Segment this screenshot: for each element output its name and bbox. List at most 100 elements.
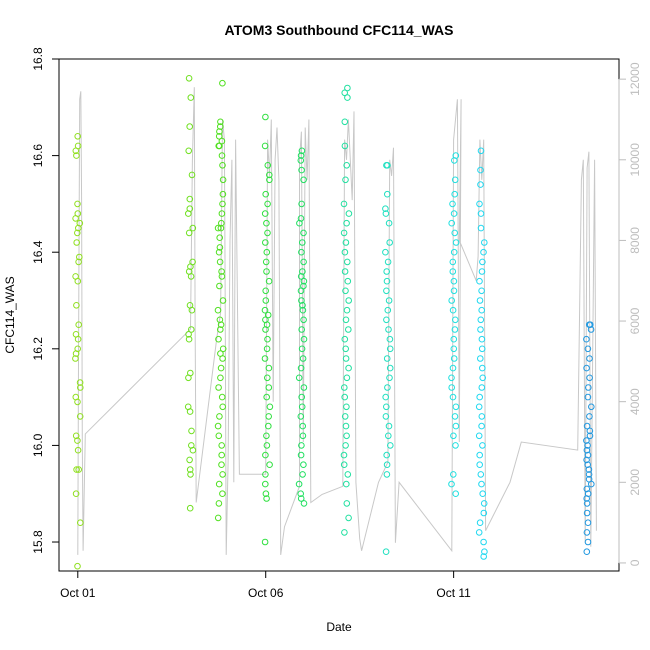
data-point (382, 205, 389, 212)
data-point (480, 509, 488, 517)
data-point (216, 282, 223, 290)
data-point (261, 142, 269, 150)
data-point (265, 422, 272, 430)
data-point (344, 258, 351, 266)
data-point (475, 432, 483, 440)
data-point (295, 480, 303, 488)
data-point (296, 219, 303, 227)
data-point (219, 490, 226, 498)
y2-tick-label: 0 (628, 559, 642, 566)
data-point (448, 374, 455, 382)
data-point (343, 432, 350, 440)
data-point (452, 490, 460, 498)
data-point (344, 84, 351, 92)
data-point (188, 306, 196, 314)
data-point (477, 224, 485, 232)
data-point (383, 316, 390, 324)
data-point (476, 461, 484, 469)
data-point (340, 200, 348, 208)
data-point (72, 350, 80, 357)
data-point (263, 219, 270, 227)
data-point (478, 335, 486, 343)
data-point (583, 529, 591, 536)
data-point (74, 133, 81, 140)
data-point (219, 162, 226, 169)
data-point (477, 181, 484, 188)
data-point (479, 490, 487, 498)
data-point (385, 432, 392, 440)
data-point (450, 345, 458, 353)
data-point (218, 461, 225, 469)
data-point (385, 326, 392, 333)
data-point (481, 239, 488, 246)
data-point (264, 200, 271, 208)
data-point (452, 422, 460, 430)
data-point (476, 277, 483, 285)
data-point (185, 374, 192, 382)
data-point (219, 345, 227, 353)
data-point (216, 142, 223, 150)
data-point (478, 422, 485, 430)
data-point (342, 239, 350, 246)
x-tick-label: Oct 11 (436, 586, 471, 600)
data-point (476, 200, 483, 208)
data-point (298, 200, 305, 208)
data-point (264, 374, 271, 382)
data-point (448, 297, 456, 304)
data-point (219, 471, 226, 478)
data-point (188, 171, 196, 179)
data-point (185, 229, 193, 237)
data-point (266, 176, 273, 184)
data-point (449, 306, 457, 314)
data-point (262, 190, 270, 198)
data-point (386, 364, 394, 372)
y-tick-label: 15.8 (31, 530, 45, 554)
data-point (341, 248, 349, 256)
data-point (186, 456, 193, 464)
data-point (297, 413, 305, 420)
x-axis-label: Date (326, 620, 352, 634)
data-point (478, 413, 486, 420)
data-point (479, 442, 486, 449)
data-point (584, 519, 592, 527)
data-point (344, 471, 352, 478)
data-point (478, 345, 486, 353)
data-point (341, 335, 349, 343)
chart-title: ATOM3 Southbound CFC114_WAS (225, 22, 454, 38)
data-point (262, 326, 269, 333)
data-point (342, 442, 349, 449)
data-point (263, 393, 271, 401)
data-point (186, 123, 193, 130)
data-point (186, 504, 194, 512)
data-point (217, 118, 224, 126)
data-point (72, 147, 80, 155)
data-point (342, 345, 350, 353)
data-point (216, 244, 224, 251)
data-point (345, 326, 352, 333)
data-point (385, 219, 393, 227)
data-point (261, 355, 269, 362)
y-axis: 15.8 16.0 16.2 16.4 16.6 16.8 (31, 47, 60, 554)
data-point (185, 210, 192, 217)
data-point (185, 75, 193, 82)
data-point (584, 393, 592, 401)
data-point (300, 500, 308, 507)
data-point (262, 287, 270, 295)
data-point (300, 335, 308, 343)
data-point (215, 335, 222, 343)
data-point (583, 446, 591, 454)
data-point (215, 384, 222, 391)
data-point (451, 190, 459, 198)
data-point (383, 162, 390, 169)
point-group-3 (261, 113, 274, 546)
x-tick-label: Oct 01 (60, 586, 96, 600)
y2-tick-label: 10000 (628, 143, 642, 177)
data-point (451, 176, 459, 184)
data-point (298, 326, 306, 333)
data-point (297, 451, 305, 459)
data-point (217, 224, 225, 232)
data-point (262, 297, 270, 304)
data-point (479, 374, 487, 382)
data-point (262, 451, 269, 459)
data-point (584, 538, 592, 546)
